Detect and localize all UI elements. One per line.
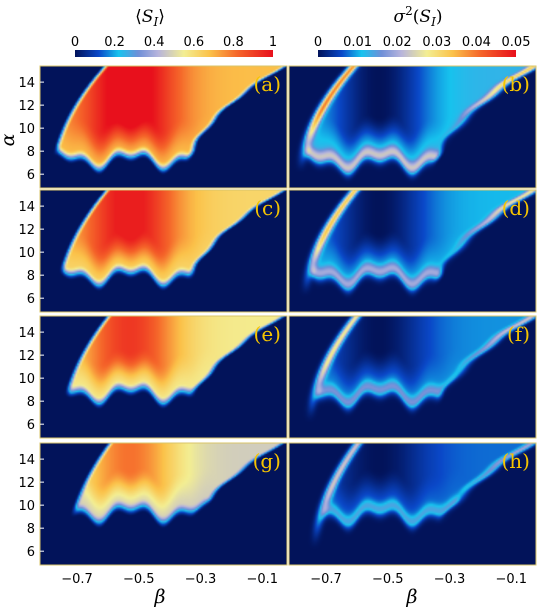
colorbar-tick-label: 0.4 xyxy=(144,35,165,50)
y-tick-label: 12 xyxy=(18,223,35,238)
y-tick-label: 12 xyxy=(18,99,35,114)
colorbar-tick-label: 0.01 xyxy=(343,35,372,50)
y-tick-label: 14 xyxy=(18,453,35,468)
panel-label: (g) xyxy=(253,449,281,473)
colorbar-variance-gradient xyxy=(318,50,516,57)
heatmap-image xyxy=(289,316,536,438)
colorbar-mean-ticks: 0 0.2 0.4 0.6 0.8 1 xyxy=(71,35,277,50)
y-tick-label: 10 xyxy=(18,499,35,514)
y-tick-label: 6 xyxy=(27,545,35,560)
y-axis-label: α xyxy=(0,133,19,146)
panel-a: (a) xyxy=(39,65,288,189)
panel-c: (c) xyxy=(39,189,288,313)
panel-frame xyxy=(288,315,537,439)
x-axis-label-left: β xyxy=(154,586,166,608)
heatmap-image xyxy=(40,66,287,188)
y-tick-label: 14 xyxy=(18,76,35,91)
panel-h: (h) xyxy=(288,442,537,566)
colorbar-variance-ticks: 0 0.01 0.02 0.03 0.04 0.05 xyxy=(314,35,531,50)
panel-frame xyxy=(39,315,288,439)
panel-frame xyxy=(288,442,537,566)
colorbar-tick-label: 0.03 xyxy=(422,35,451,50)
y-tick-label: 8 xyxy=(27,395,35,410)
y-tick-label: 10 xyxy=(18,246,35,261)
y-tick-label: 12 xyxy=(18,476,35,491)
panel-b: (b) xyxy=(288,65,537,189)
x-tick-label: −0.3 xyxy=(434,572,466,587)
colorbar-mean-gradient xyxy=(75,50,273,57)
y-tick-label: 12 xyxy=(18,349,35,364)
panel-frame xyxy=(39,189,288,313)
x-tick-label: −0.1 xyxy=(247,572,279,587)
panel-label: (b) xyxy=(502,72,530,96)
panel-f: (f) xyxy=(288,315,537,439)
x-tick-label: −0.7 xyxy=(61,572,93,587)
panel-label: (e) xyxy=(254,322,281,346)
colorbar-tick-label: 0 xyxy=(314,35,322,50)
y-tick-label: 6 xyxy=(27,292,35,307)
x-tick-label: −0.5 xyxy=(372,572,404,587)
panel-e: (e) xyxy=(39,315,288,439)
x-tick-label: −0.1 xyxy=(496,572,528,587)
y-tick-label: 8 xyxy=(27,269,35,284)
y-axis: 6 8 10 12 14 6 8 10 12 14 6 8 10 12 14 6 8 10 12 14 xyxy=(18,76,44,560)
panel-frame xyxy=(288,189,537,313)
colorbar-tick-label: 0.04 xyxy=(462,35,491,50)
panel-label: (f) xyxy=(507,322,530,346)
colorbar-title-variance: σ2(SI) xyxy=(394,4,443,29)
colorbar-tick-label: 0 xyxy=(71,35,79,50)
y-tick-label: 14 xyxy=(18,326,35,341)
y-tick-label: 8 xyxy=(27,145,35,160)
colorbar-tick-label: 0.8 xyxy=(223,35,244,50)
x-tick-label: −0.5 xyxy=(123,572,155,587)
y-tick-label: 10 xyxy=(18,122,35,137)
x-tick-label: −0.3 xyxy=(185,572,217,587)
panel-g: (g) xyxy=(39,442,288,566)
x-tick-label: −0.7 xyxy=(310,572,342,587)
y-tick-label: 8 xyxy=(27,522,35,537)
panel-frame xyxy=(39,65,288,189)
x-axis-label-right: β xyxy=(406,586,418,608)
panel-label: (h) xyxy=(502,449,531,473)
heatmap-image xyxy=(40,443,287,565)
x-axis: −0.7 −0.5 −0.3 −0.1 −0.7 −0.5 −0.3 −0.1 xyxy=(61,572,527,587)
colorbar-tick-label: 0.6 xyxy=(183,35,204,50)
panel-frame xyxy=(288,65,537,189)
heatmap-image xyxy=(289,190,536,312)
colorbar-tick-label: 0.2 xyxy=(104,35,125,50)
panel-d: (d) xyxy=(288,189,537,313)
heatmap-image xyxy=(289,66,536,188)
panel-frame xyxy=(39,442,288,566)
heatmap-image xyxy=(289,443,536,565)
colorbar-tick-label: 1 xyxy=(269,35,277,50)
y-tick-label: 10 xyxy=(18,372,35,387)
colorbar-mean: 0 0.2 0.4 0.6 0.8 1 xyxy=(71,35,277,57)
y-tick-label: 6 xyxy=(27,418,35,433)
colorbar-variance: 0 0.01 0.02 0.03 0.04 0.05 xyxy=(314,35,531,57)
y-tick-label: 14 xyxy=(18,200,35,215)
colorbar-tick-label: 0.05 xyxy=(502,35,531,50)
y-tick-label: 6 xyxy=(27,168,35,183)
heatmap-panels: (a) (b) (c) (d) (e) (f) (g) (h) xyxy=(39,65,537,566)
heatmap-image xyxy=(40,316,287,438)
heatmap-image xyxy=(40,190,287,312)
panel-label: (a) xyxy=(253,72,281,96)
panel-label: (d) xyxy=(502,196,530,220)
colorbar-title-mean: ⟨SI⟩ xyxy=(135,7,165,29)
panel-label: (c) xyxy=(254,196,281,220)
colorbar-tick-label: 0.02 xyxy=(383,35,412,50)
